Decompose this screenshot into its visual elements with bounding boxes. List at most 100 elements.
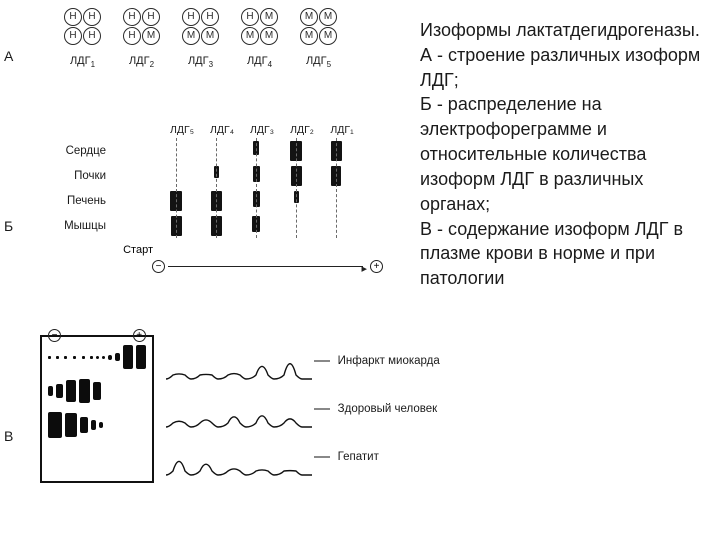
panel-a: ННННЛДГ1НННМЛДГ2ННММЛДГ3НМММЛДГ4ММММЛДГ5 bbox=[28, 8, 406, 120]
diagram-area: А ННННЛДГ1НННМЛДГ2ННММЛДГ3НМММЛДГ4ММММЛД… bbox=[0, 0, 410, 540]
subunit-circle: М bbox=[201, 27, 219, 45]
isoform-tetramer: НННМ ЛДГ2 bbox=[123, 8, 160, 69]
blot bbox=[136, 345, 146, 369]
subunit-circle: Н bbox=[142, 8, 160, 26]
isoform-tetramer: НННН ЛДГ1 bbox=[64, 8, 101, 69]
lane-guide bbox=[216, 138, 217, 238]
subunit-circle: Н bbox=[83, 27, 101, 45]
isoform-tetramer: НМММ ЛДГ4 bbox=[241, 8, 278, 69]
blot bbox=[123, 345, 133, 369]
isoform-label: ЛДГ5 bbox=[306, 55, 331, 69]
blot bbox=[96, 356, 99, 359]
electro-rows: Сердце Почки Печень Мышцы bbox=[28, 138, 406, 238]
speck bbox=[48, 356, 51, 359]
isoform-label: ЛДГ2 bbox=[129, 55, 154, 69]
blot bbox=[93, 382, 101, 400]
panel-label-c: В bbox=[4, 428, 13, 444]
blot bbox=[66, 380, 76, 402]
blot bbox=[91, 420, 96, 430]
blot bbox=[48, 386, 53, 396]
caption-title: Изоформы лактатдегидрогеназы. bbox=[420, 20, 700, 40]
isoform-tetramer: ННММ ЛДГ3 bbox=[182, 8, 219, 69]
column-label: ЛДГ₂ bbox=[284, 124, 320, 136]
densitometry-curve bbox=[164, 435, 314, 479]
minus-icon: − bbox=[48, 329, 61, 342]
blot bbox=[48, 412, 62, 438]
subunit-circle: Н bbox=[182, 8, 200, 26]
blot-row bbox=[42, 411, 152, 439]
organ-label: Почки bbox=[28, 170, 112, 182]
blot bbox=[80, 417, 88, 433]
subunit-circle: М bbox=[182, 27, 200, 45]
blot bbox=[102, 356, 105, 359]
speck bbox=[73, 356, 76, 359]
blot bbox=[65, 413, 77, 437]
subunit-circle: М bbox=[300, 27, 318, 45]
caption-line-b: Б - распределение на электрофореграмме и… bbox=[420, 94, 646, 213]
curve-label: Инфаркт миокарда bbox=[338, 355, 440, 367]
start-label: Старт bbox=[28, 244, 158, 256]
column-label: ЛДГ₁ bbox=[324, 124, 360, 136]
subunit-circle: М bbox=[142, 27, 160, 45]
organ-label: Сердце bbox=[28, 145, 112, 157]
column-label: ЛДГ₄ bbox=[204, 124, 240, 136]
lane-guide bbox=[256, 138, 257, 238]
subunit-circle: Н bbox=[123, 27, 141, 45]
electro-header: ЛДГ₅ ЛДГ₄ ЛДГ₃ ЛДГ₂ ЛДГ₁ bbox=[28, 124, 406, 136]
speck bbox=[64, 356, 67, 359]
plus-icon: + bbox=[370, 260, 383, 273]
subunit-circle: М bbox=[260, 27, 278, 45]
subunit-circle: Н bbox=[64, 27, 82, 45]
densitometry-curve bbox=[164, 387, 314, 431]
blot bbox=[108, 355, 112, 360]
panel-label-b: Б bbox=[4, 218, 13, 234]
subunit-circle: М bbox=[241, 27, 259, 45]
caption: Изоформы лактатдегидрогеназы. А - строен… bbox=[410, 0, 720, 540]
arrow-icon: ▸ bbox=[361, 262, 367, 275]
minus-icon: − bbox=[152, 260, 165, 273]
curve-label: Гепатит bbox=[338, 451, 379, 463]
blot-row bbox=[42, 377, 152, 405]
panel-b: ЛДГ₅ ЛДГ₄ ЛДГ₃ ЛДГ₂ ЛДГ₁ Сердце Почки Печень Мы… bbox=[28, 124, 406, 319]
subunit-circle: Н bbox=[64, 8, 82, 26]
blot-row bbox=[42, 343, 152, 371]
polarity-axis: − ▸ + bbox=[158, 260, 373, 274]
column-label: ЛДГ₅ bbox=[164, 124, 200, 136]
speck bbox=[56, 356, 59, 359]
panel-c: − + Инфаркт миокардаЗдоровый человекГепа… bbox=[28, 327, 406, 522]
curve-row: Здоровый человек bbox=[164, 385, 440, 433]
column-label: ЛДГ₃ bbox=[244, 124, 280, 136]
isoform-label: ЛДГ1 bbox=[70, 55, 95, 69]
speck bbox=[90, 356, 93, 359]
lane-guide bbox=[296, 138, 297, 238]
caption-line-a: А - строение различных изоформ ЛДГ; bbox=[420, 45, 700, 90]
curve-label: Здоровый человек bbox=[338, 403, 438, 415]
plus-icon: + bbox=[133, 329, 146, 342]
isoform-tetramer: ММММ ЛДГ5 bbox=[300, 8, 337, 69]
subunit-circle: Н bbox=[123, 8, 141, 26]
speck bbox=[82, 356, 85, 359]
curve-row: Инфаркт миокарда bbox=[164, 337, 440, 385]
densitometry-curves: Инфаркт миокарда Здоровый человек Гепатит bbox=[164, 337, 440, 483]
subunit-circle: М bbox=[260, 8, 278, 26]
blot bbox=[56, 384, 63, 398]
caption-line-c: В - содержание изоформ ЛДГ в плазме кров… bbox=[420, 219, 683, 289]
subunit-circle: М bbox=[319, 8, 337, 26]
blot bbox=[99, 422, 103, 428]
isoform-label: ЛДГ3 bbox=[188, 55, 213, 69]
lane-guide bbox=[336, 138, 337, 238]
lane-guide bbox=[176, 138, 177, 238]
subunit-circle: Н bbox=[241, 8, 259, 26]
densitometry-curve bbox=[164, 339, 314, 383]
blot bbox=[115, 353, 120, 361]
subunit-circle: М bbox=[300, 8, 318, 26]
curve-row: Гепатит bbox=[164, 433, 440, 481]
blot bbox=[79, 379, 90, 403]
subunit-circle: М bbox=[319, 27, 337, 45]
organ-label: Печень bbox=[28, 195, 112, 207]
panel-label-a: А bbox=[4, 48, 13, 64]
subunit-circle: Н bbox=[201, 8, 219, 26]
subunit-circle: Н bbox=[83, 8, 101, 26]
organ-label: Мышцы bbox=[28, 220, 112, 232]
isoform-label: ЛДГ4 bbox=[247, 55, 272, 69]
